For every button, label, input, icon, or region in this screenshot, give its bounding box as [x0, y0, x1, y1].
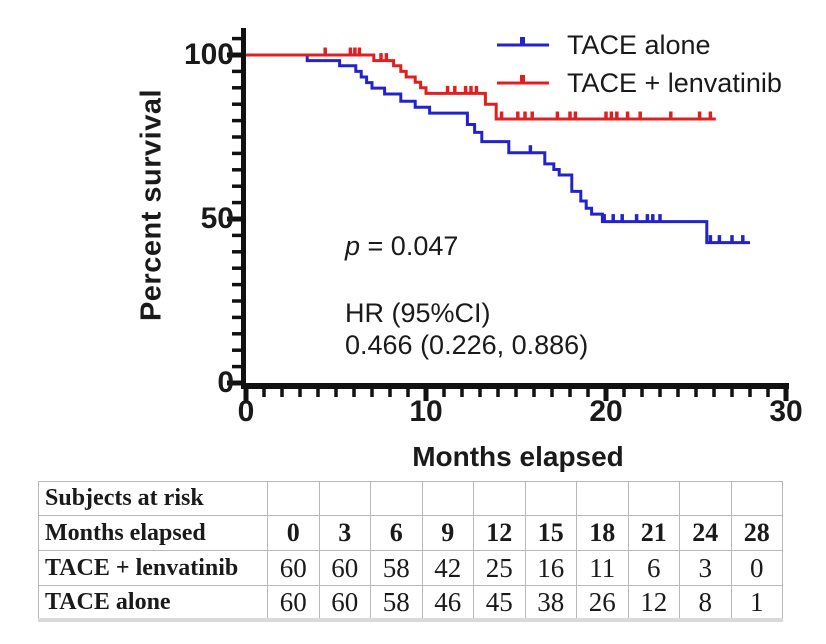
risk-table-value: 8 [680, 586, 732, 620]
y-tick-label-0: 0 [217, 366, 234, 399]
hr-label: HR (95%CI) [345, 298, 491, 328]
risk-table-month-28: 28 [731, 516, 783, 551]
risk-table-empty-cell [525, 482, 577, 516]
subjects-at-risk-table: Subjects at risk Months elapsed 0 3 6 9 12 15 18… [38, 481, 783, 620]
risk-table-value: 26 [577, 586, 629, 620]
x-axis-title: Months elapsed [412, 441, 624, 472]
x-tick-label-20: 20 [589, 395, 623, 428]
risk-table-value: 11 [577, 551, 629, 586]
risk-table-empty-cell [319, 482, 371, 516]
risk-table-empty-cell [371, 482, 423, 516]
risk-table-value: 6 [628, 551, 680, 586]
risk-table-value: 45 [474, 586, 526, 620]
risk-table-month-3: 3 [319, 516, 371, 551]
x-tick-label-10: 10 [409, 395, 443, 428]
risk-table-value: 1 [731, 586, 783, 620]
p-value-annotation: p = 0.047 [345, 231, 459, 261]
km-line-marker-icon [497, 37, 549, 47]
risk-table-empty-cell [680, 482, 732, 516]
risk-table-value: 16 [525, 551, 577, 586]
risk-table-header-label: Months elapsed [39, 516, 268, 551]
risk-table-month-0: 0 [268, 516, 320, 551]
risk-table-month-21: 21 [628, 516, 680, 551]
risk-table-value: 12 [628, 586, 680, 620]
risk-table-month-12: 12 [474, 516, 526, 551]
y-tick-label-50: 50 [200, 202, 234, 235]
risk-table-row-label: TACE alone [39, 586, 268, 620]
risk-table-value: 38 [525, 586, 577, 620]
table-bottom-shadow [38, 618, 783, 622]
risk-table-value: 25 [474, 551, 526, 586]
risk-table-title: Subjects at risk [39, 482, 268, 516]
risk-table-month-6: 6 [371, 516, 423, 551]
risk-table-value: 60 [319, 551, 371, 586]
risk-table-value: 0 [731, 551, 783, 586]
hr-annotation: HR (95%CI) 0.466 (0.226, 0.886) [345, 297, 588, 361]
risk-table-value: 46 [422, 586, 474, 620]
hr-value: 0.466 (0.226, 0.886) [345, 330, 589, 360]
risk-table-value: 3 [680, 551, 732, 586]
risk-table-value: 60 [319, 586, 371, 620]
risk-table-empty-cell [474, 482, 526, 516]
risk-table-empty-cell [628, 482, 680, 516]
legend-label: TACE alone [567, 29, 711, 60]
risk-table-month-24: 24 [680, 516, 732, 551]
risk-table-month-9: 9 [422, 516, 474, 551]
x-tick-label-30: 30 [769, 395, 803, 428]
risk-table-month-15: 15 [525, 516, 577, 551]
x-tick-label-0: 0 [237, 395, 255, 428]
risk-table-empty-cell [268, 482, 320, 516]
risk-table-empty-cell [577, 482, 629, 516]
y-tick-label-100: 100 [183, 38, 234, 71]
risk-table-value: 60 [268, 586, 320, 620]
legend-label: TACE + lenvatinib [567, 67, 782, 98]
risk-table-empty-cell [731, 482, 783, 516]
km-line-marker-icon [497, 75, 549, 85]
risk-table-month-18: 18 [577, 516, 629, 551]
risk-table-empty-cell [422, 482, 474, 516]
legend-item-tace-alone: TACE alone [497, 30, 782, 60]
risk-table-value: 42 [422, 551, 474, 586]
risk-table-row-label: TACE + lenvatinib [39, 551, 268, 586]
risk-table-value: 58 [371, 586, 423, 620]
risk-table-value: 58 [371, 551, 423, 586]
legend: TACE alone TACE + lenvatinib [497, 30, 782, 106]
risk-table-value: 60 [268, 551, 320, 586]
legend-item-tace-lenvatinib: TACE + lenvatinib [497, 68, 782, 98]
